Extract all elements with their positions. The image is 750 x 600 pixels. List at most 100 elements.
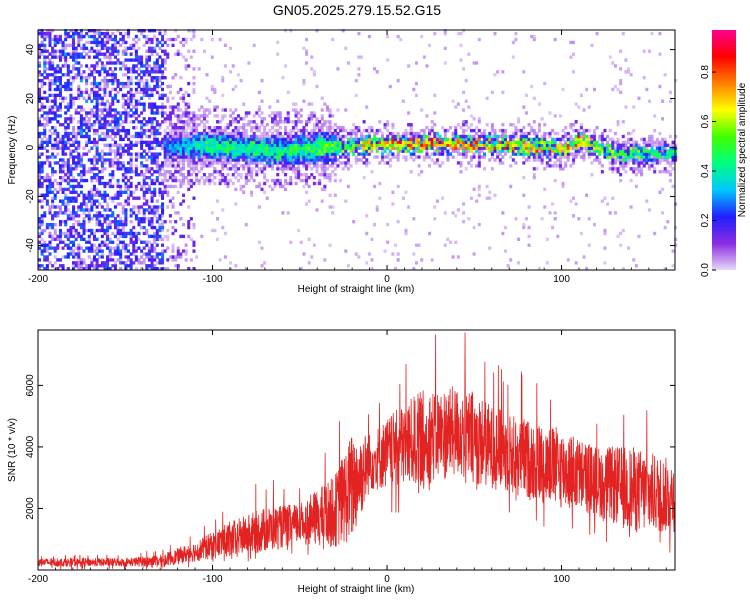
heat-cell xyxy=(53,161,57,165)
heat-cell xyxy=(299,161,303,165)
heat-cell xyxy=(168,90,172,95)
heat-cell xyxy=(98,73,102,77)
heat-cell xyxy=(176,134,180,139)
heat-cell xyxy=(312,152,316,156)
heat-cell xyxy=(147,246,151,250)
heat-cell xyxy=(72,43,76,48)
heat-cell xyxy=(179,40,183,45)
heat-cell xyxy=(127,105,131,109)
heat-cell xyxy=(629,158,633,162)
heat-cell xyxy=(218,146,222,150)
heat-cell xyxy=(480,146,484,150)
heat-cell xyxy=(344,249,348,253)
heat-cell xyxy=(192,155,196,159)
heat-cell xyxy=(394,267,398,271)
heat-cell xyxy=(147,155,151,159)
heat-cell xyxy=(268,155,272,159)
heat-cell xyxy=(231,143,235,147)
heat-cell xyxy=(244,137,248,142)
heat-cell xyxy=(187,111,191,115)
heat-cell xyxy=(163,164,167,168)
heat-cell xyxy=(163,58,167,62)
heat-cell xyxy=(234,170,238,174)
heat-cell xyxy=(95,52,99,56)
heat-cell xyxy=(501,123,505,127)
heat-cell xyxy=(140,155,144,159)
heat-cell xyxy=(548,152,552,156)
heat-cell xyxy=(155,231,159,236)
heat-cell xyxy=(145,167,149,171)
heat-cell xyxy=(176,264,180,268)
heat-cell xyxy=(43,131,47,136)
heat-cell xyxy=(420,108,424,112)
heat-cell xyxy=(318,149,322,153)
heat-cell xyxy=(608,143,612,147)
heat-cell xyxy=(506,146,510,150)
heat-cell xyxy=(90,249,94,253)
heat-cell xyxy=(386,161,390,165)
heat-cell xyxy=(40,137,44,142)
heat-cell xyxy=(116,228,120,233)
heat-cell xyxy=(490,126,494,130)
heat-cell xyxy=(72,134,76,139)
heat-cell xyxy=(202,114,206,118)
heat-cell xyxy=(106,46,110,50)
heat-cell xyxy=(359,137,364,142)
heat-cell xyxy=(48,261,52,265)
heat-cell xyxy=(208,137,212,142)
heat-cell xyxy=(265,196,269,200)
heat-cell xyxy=(77,31,81,36)
heat-cell xyxy=(163,267,167,271)
heat-cell xyxy=(263,167,267,171)
heat-cell xyxy=(64,131,68,136)
heat-cell xyxy=(98,181,102,186)
heat-cell xyxy=(43,49,47,53)
heat-cell xyxy=(51,81,55,86)
heat-cell xyxy=(103,158,107,162)
heat-cell xyxy=(462,131,466,136)
heat-cell xyxy=(299,158,303,162)
heat-cell xyxy=(48,78,52,83)
heat-cell xyxy=(417,173,421,177)
heat-cell xyxy=(195,161,199,165)
heat-cell xyxy=(140,55,144,59)
heat-cell xyxy=(64,120,68,124)
heat-cell xyxy=(132,105,136,109)
heat-cell xyxy=(43,214,47,218)
heat-cell xyxy=(161,137,165,142)
heat-cell xyxy=(137,211,141,215)
heat-cell xyxy=(113,55,117,59)
heat-cell xyxy=(48,58,52,62)
heat-cell xyxy=(61,255,65,259)
heat-cell xyxy=(79,73,83,77)
heat-cell xyxy=(414,261,418,265)
heat-cell xyxy=(412,146,416,150)
heat-cell xyxy=(56,114,60,118)
heat-cell xyxy=(289,134,293,139)
heat-cell xyxy=(435,152,439,156)
heat-cell xyxy=(106,123,110,127)
heat-cell xyxy=(315,134,319,139)
heat-cell xyxy=(205,152,209,156)
heat-cell xyxy=(74,161,78,165)
heat-cell xyxy=(90,205,94,209)
heat-cell xyxy=(475,143,479,147)
heat-cell xyxy=(412,267,416,271)
heat-cell xyxy=(163,120,167,124)
heat-cell xyxy=(399,137,403,142)
heat-cell xyxy=(320,126,324,130)
heat-cell xyxy=(425,146,429,150)
heat-cell xyxy=(48,73,52,77)
heat-cell xyxy=(294,158,298,162)
heat-cell xyxy=(48,108,52,112)
heat-cell xyxy=(333,161,337,165)
heat-cell xyxy=(637,164,641,168)
heat-cell xyxy=(396,220,400,224)
heat-cell xyxy=(305,123,309,127)
heat-cell xyxy=(574,140,578,145)
heat-cell xyxy=(58,105,62,109)
heat-cell xyxy=(127,46,131,50)
heat-cell xyxy=(121,84,125,89)
heat-cell xyxy=(284,120,288,124)
heat-cell xyxy=(179,114,183,118)
